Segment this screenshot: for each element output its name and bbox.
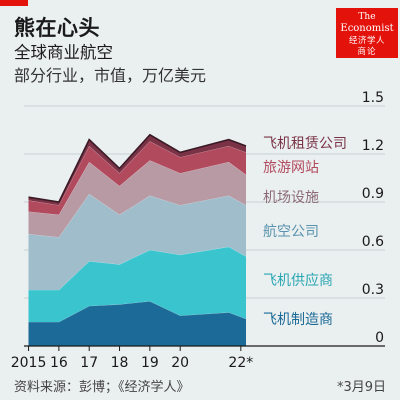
y-tick-label-3: 0.9 (362, 186, 384, 202)
series-labels: 飞机制造商 飞机供应商 航空公司 机场设施 旅游网站 飞机租赁公司 (263, 136, 347, 328)
area-series-2 (28, 194, 246, 290)
chart-title: 熊在心头 (14, 16, 100, 40)
logo-line-2: Economist (340, 23, 394, 34)
series-label-5: 飞机租赁公司 (263, 136, 347, 152)
area-series-0 (28, 301, 246, 346)
accent-bar (0, 0, 28, 6)
series-label-0: 飞机制造商 (263, 312, 333, 328)
area-series-5 (28, 134, 246, 206)
x-tick-label-5: 20 (171, 355, 189, 371)
date-note: *3月9日 (336, 380, 386, 395)
area-series-4 (28, 141, 246, 215)
x-tick-label-4: 19 (141, 355, 159, 371)
source-note: 资料来源：彭博；《经济学人》 (14, 380, 190, 395)
x-tick-label-1: 16 (50, 355, 68, 371)
series-label-4: 旅游网站 (263, 160, 319, 176)
series-label-2: 航空公司 (263, 224, 319, 240)
y-tick-label-4: 1.2 (362, 138, 384, 154)
area-series-3 (28, 160, 246, 238)
area-layers (28, 133, 247, 346)
logo-line-3: 经济学人 (348, 36, 385, 46)
series-label-3: 机场设施 (263, 190, 319, 206)
logo-line-1: The (358, 12, 376, 22)
y-tick-labels: 0 0.3 0.6 0.9 1.2 1.5 (362, 90, 384, 346)
chart-unit-label: 部分行业，市值，万亿美元 (14, 66, 207, 85)
y-tick-label-0: 0 (375, 330, 384, 346)
y-tick-label-5: 1.5 (362, 90, 384, 106)
x-tick-label-3: 18 (111, 355, 129, 371)
economist-logo: The Economist 经济学人 商论 (336, 8, 398, 58)
y-tick-label-2: 0.6 (362, 234, 384, 250)
x-axis (24, 345, 385, 351)
total-outline (28, 133, 247, 203)
x-tick-label-2: 17 (80, 355, 98, 371)
area-series-1 (28, 246, 246, 322)
logo-line-4: 商论 (357, 47, 377, 57)
y-tick-label-1: 0.3 (362, 282, 384, 298)
x-tick-label-0: 2015 (11, 355, 47, 371)
x-tick-label-6: 22* (228, 355, 253, 371)
x-tick-labels: 2015 16 17 18 19 20 22* (11, 355, 254, 371)
series-label-1: 飞机供应商 (263, 272, 333, 289)
chart-subtitle: 全球商业航空 (14, 43, 113, 62)
